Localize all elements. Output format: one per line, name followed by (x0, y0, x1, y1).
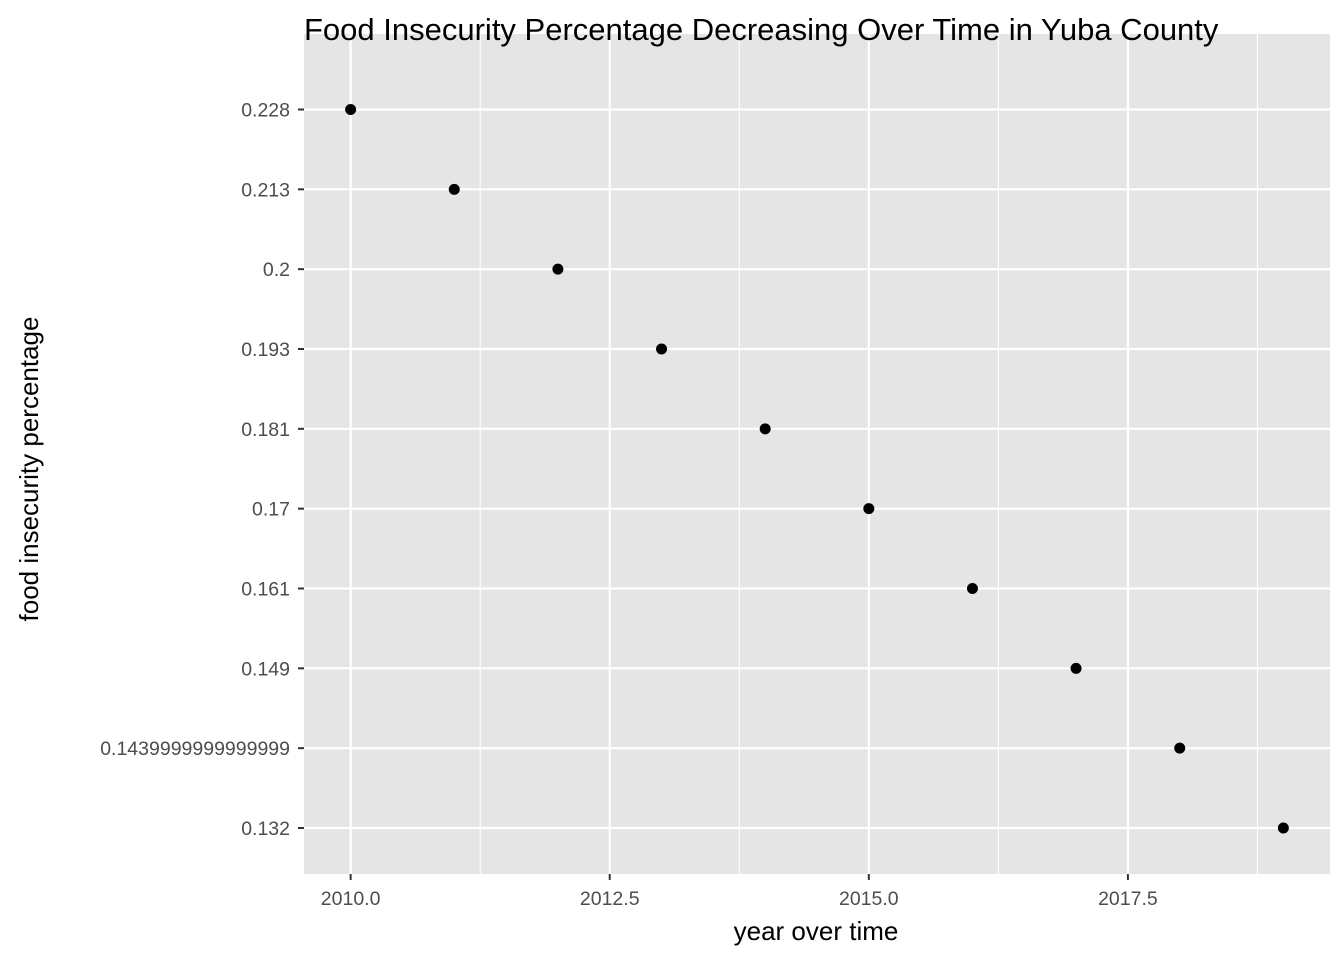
major-gridlines (304, 34, 1330, 874)
data-point (656, 343, 668, 355)
data-point (345, 104, 357, 115)
y-tick-label: 0.149 (241, 658, 290, 680)
y-tick-label: 0.193 (241, 339, 290, 361)
y-tick-label: 0.17 (252, 499, 290, 521)
data-point (966, 583, 978, 594)
y-axis: 0.132 0.1439999999999999 0.149 0.161 0.17 0.1… (100, 100, 304, 840)
data-point (1277, 822, 1289, 834)
data-point (863, 503, 875, 515)
data-point (1070, 662, 1082, 674)
y-tick-label: 0.161 (241, 579, 290, 601)
data-point (552, 263, 564, 275)
minor-gridlines (479, 34, 1259, 874)
y-tick-label: 0.181 (241, 419, 290, 441)
x-tick-label: 2012.5 (580, 888, 640, 910)
x-axis: 2010.0 2012.5 2015.0 2017.5 (321, 874, 1158, 910)
x-axis-title: year over time (734, 916, 899, 946)
y-axis-title: food insecurity percentage (14, 317, 44, 622)
x-tick-label: 2010.0 (321, 888, 381, 910)
y-tick-label: 0.2 (263, 259, 290, 281)
data-point (759, 423, 771, 435)
x-tick-label: 2017.5 (1098, 888, 1158, 910)
chart-title: Food Insecurity Percentage Decreasing Ov… (304, 12, 1219, 47)
y-tick-label: 0.1439999999999999 (100, 738, 290, 760)
data-points (345, 104, 1289, 834)
y-tick-label: 0.213 (241, 179, 290, 201)
data-point (1174, 742, 1186, 754)
y-tick-label: 0.228 (241, 100, 290, 122)
plot-panel (304, 34, 1330, 874)
data-point (448, 183, 460, 195)
y-tick-label: 0.132 (241, 818, 290, 840)
x-tick-label: 2015.0 (839, 888, 899, 910)
